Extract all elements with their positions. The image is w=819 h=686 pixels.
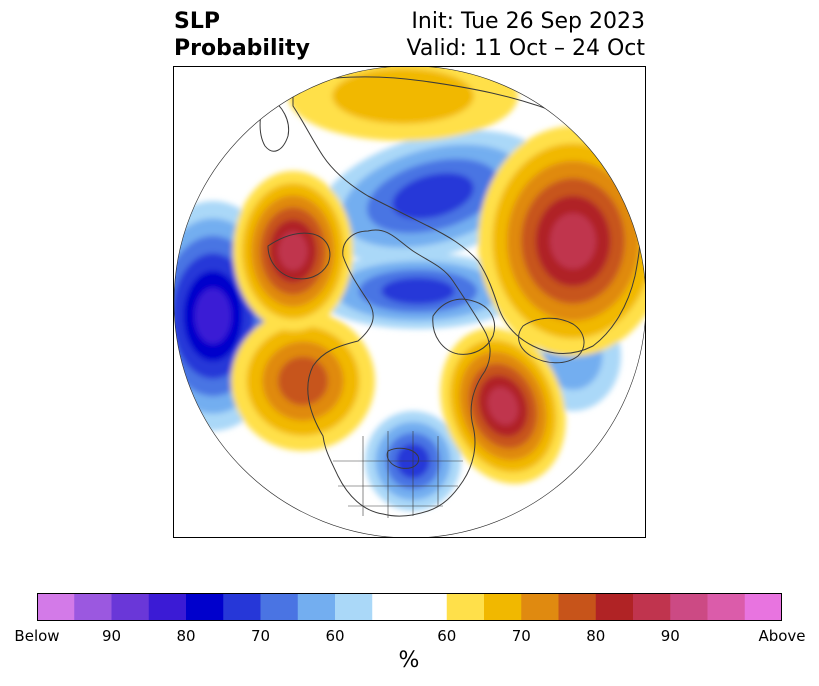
coastline-north-america <box>307 229 491 517</box>
title-dates: Init: Tue 26 Sep 2023 Valid: 11 Oct – 24… <box>407 8 645 62</box>
colorbar-cell <box>297 593 336 621</box>
title-variable-line2: Probability <box>174 36 310 61</box>
title-variable: SLP Probability <box>174 8 310 62</box>
colorbar-unit: % <box>398 648 420 673</box>
colorbar-cell <box>484 593 522 621</box>
colorbar-cell <box>558 593 597 621</box>
colorbar-cell <box>521 593 559 621</box>
colorbar-tick-label: 60 <box>325 627 345 645</box>
colorbar-tick-label: Below <box>14 627 60 645</box>
colorbar-cell <box>37 593 75 621</box>
colorbar-tick-label: 90 <box>660 627 680 645</box>
colorbar <box>37 593 782 621</box>
anomaly-contour <box>487 387 519 425</box>
anomaly-contour <box>392 173 474 219</box>
colorbar-cell <box>409 593 448 621</box>
colorbar-cell <box>744 593 782 621</box>
anomaly-fields <box>174 66 646 518</box>
state-borders <box>333 431 463 518</box>
coastlines <box>259 76 642 518</box>
anomaly-contour <box>332 68 474 124</box>
colorbar-cell <box>260 593 299 621</box>
colorbar-cell <box>595 593 634 621</box>
coastline-great-lakes <box>386 447 420 469</box>
title-variable-line1: SLP <box>174 9 220 34</box>
colorbar-cell <box>223 593 261 621</box>
colorbar-frame <box>37 593 782 621</box>
anomaly-contour <box>278 231 308 271</box>
init-date: Init: Tue 26 Sep 2023 <box>411 9 645 34</box>
coastline-europe <box>518 317 585 364</box>
colorbar-cell <box>446 593 485 621</box>
anomaly-contour <box>550 213 596 269</box>
coastline-greenland <box>432 298 496 355</box>
colorbar-cell <box>148 593 187 621</box>
colorbar-tick-label: 90 <box>101 627 122 645</box>
colorbar-cell <box>707 593 746 621</box>
anomaly-contour <box>381 277 455 305</box>
colorbar-cell <box>335 593 373 621</box>
colorbar-cell <box>74 593 112 621</box>
coastline-kamchatka <box>259 95 290 152</box>
colorbar-cell <box>633 593 671 621</box>
colorbar-tick-label: 70 <box>250 627 271 645</box>
colorbar-tick-label: Above <box>758 627 806 645</box>
polar-map <box>173 66 646 538</box>
coastline-eurasia <box>292 76 642 354</box>
colorbar-tick-label: 70 <box>511 627 531 645</box>
colorbar-cell <box>670 593 708 621</box>
anomaly-contour <box>194 288 232 344</box>
valid-range: Valid: 11 Oct – 24 Oct <box>406 36 645 61</box>
coastline-alaska <box>267 232 331 280</box>
map-frame <box>173 66 646 538</box>
colorbar-cell <box>111 593 150 621</box>
colorbar-tick-label: 80 <box>176 627 196 645</box>
colorbar-tick-label: 80 <box>586 627 606 645</box>
anomaly-contour <box>278 356 328 406</box>
colorbar-tick-label: 60 <box>437 627 457 645</box>
colorbar-cell <box>372 593 410 621</box>
colorbar-cell <box>186 593 224 621</box>
